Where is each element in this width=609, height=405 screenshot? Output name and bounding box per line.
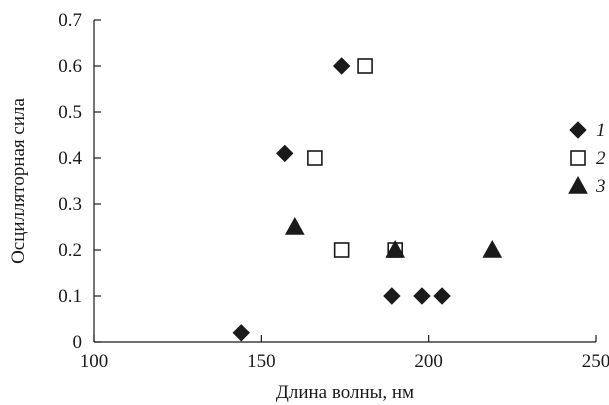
- x-axis-title: Длина волны, нм: [276, 382, 414, 403]
- series-1-point: [383, 287, 401, 305]
- legend-label-1: 1: [596, 120, 606, 141]
- series-1-point: [413, 287, 431, 305]
- y-tick-label: 0.2: [58, 240, 82, 261]
- legend-marker-2: [570, 150, 586, 166]
- series-3-point: [284, 216, 305, 235]
- y-tick-label: 0.5: [58, 102, 82, 123]
- series-1-point: [332, 57, 351, 75]
- series-2-point: [307, 150, 323, 166]
- legend-marker-1: [569, 121, 587, 139]
- y-ticks: 0 0.1 0.2 0.3 0.4 0.5 0.6 0.7: [58, 10, 101, 353]
- legend: 1 2 3: [568, 120, 606, 197]
- x-tick-label: 150: [247, 351, 276, 372]
- series-2-point: [357, 58, 373, 74]
- series-2-point: [333, 242, 350, 258]
- y-tick-label: 0.7: [58, 10, 82, 31]
- axes: [93, 20, 596, 343]
- legend-marker-3: [568, 175, 588, 194]
- x-tick-label: 100: [80, 351, 109, 372]
- series-3-point: [385, 239, 406, 258]
- x-tick-label: 250: [582, 351, 609, 372]
- y-tick-label: 0.3: [58, 194, 82, 215]
- series-1-point: [232, 324, 250, 342]
- x-tick-label: 200: [414, 351, 443, 372]
- y-axis-title: Осцилляторная сила: [8, 98, 29, 264]
- series-3-point: [482, 239, 503, 258]
- legend-label-2: 2: [596, 148, 606, 169]
- series-1-point: [276, 144, 294, 163]
- y-tick-label: 0.1: [58, 286, 82, 307]
- y-tick-label: 0.4: [58, 148, 82, 169]
- y-tick-label: 0.6: [58, 56, 82, 77]
- data-points: [232, 57, 503, 342]
- x-ticks: 100 150 200 250: [80, 335, 609, 372]
- y-tick-label: 0: [73, 332, 83, 353]
- series-1-point: [433, 287, 451, 305]
- legend-label-3: 3: [595, 176, 606, 197]
